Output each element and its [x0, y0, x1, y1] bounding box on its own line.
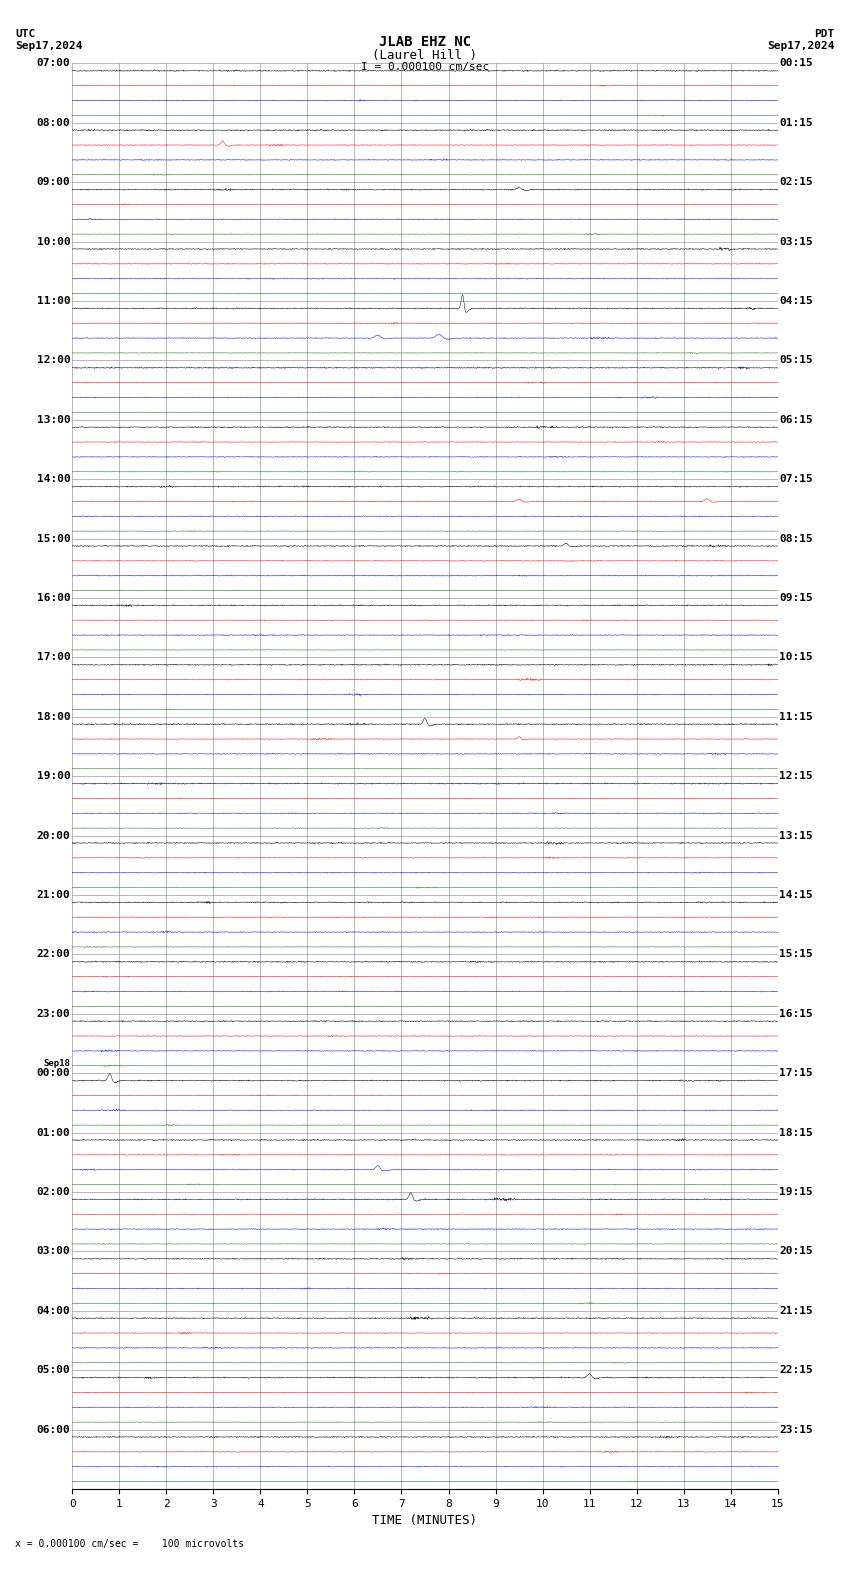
Text: 22:15: 22:15: [779, 1365, 813, 1375]
Text: 07:00: 07:00: [37, 59, 71, 68]
Text: 18:00: 18:00: [37, 711, 71, 722]
Text: 07:15: 07:15: [779, 474, 813, 485]
Text: 19:00: 19:00: [37, 771, 71, 781]
Text: 00:15: 00:15: [779, 59, 813, 68]
Text: 03:15: 03:15: [779, 236, 813, 247]
Text: Sep17,2024: Sep17,2024: [768, 41, 835, 51]
Text: 14:00: 14:00: [37, 474, 71, 485]
Text: JLAB EHZ NC: JLAB EHZ NC: [379, 35, 471, 49]
Text: 11:15: 11:15: [779, 711, 813, 722]
Text: 13:15: 13:15: [779, 830, 813, 841]
Text: PDT: PDT: [814, 29, 835, 38]
Text: 21:15: 21:15: [779, 1305, 813, 1316]
Text: 16:15: 16:15: [779, 1009, 813, 1019]
Text: Sep17,2024: Sep17,2024: [15, 41, 82, 51]
Text: 20:00: 20:00: [37, 830, 71, 841]
Text: 08:00: 08:00: [37, 117, 71, 128]
Text: 10:15: 10:15: [779, 653, 813, 662]
Text: 05:00: 05:00: [37, 1365, 71, 1375]
Text: 12:15: 12:15: [779, 771, 813, 781]
Text: 10:00: 10:00: [37, 236, 71, 247]
Text: 20:15: 20:15: [779, 1247, 813, 1256]
Text: 03:00: 03:00: [37, 1247, 71, 1256]
Text: 19:15: 19:15: [779, 1186, 813, 1198]
Text: 01:15: 01:15: [779, 117, 813, 128]
Text: 05:15: 05:15: [779, 355, 813, 366]
Text: 11:00: 11:00: [37, 296, 71, 306]
Text: Sep18: Sep18: [43, 1060, 71, 1068]
Text: 16:00: 16:00: [37, 592, 71, 604]
Text: (Laurel Hill ): (Laurel Hill ): [372, 49, 478, 62]
Text: 04:00: 04:00: [37, 1305, 71, 1316]
Text: 04:15: 04:15: [779, 296, 813, 306]
Text: 17:00: 17:00: [37, 653, 71, 662]
Text: 21:00: 21:00: [37, 890, 71, 900]
Text: 01:00: 01:00: [37, 1128, 71, 1137]
Text: 06:00: 06:00: [37, 1424, 71, 1435]
Text: 17:15: 17:15: [779, 1068, 813, 1079]
Text: 15:00: 15:00: [37, 534, 71, 543]
Text: 23:00: 23:00: [37, 1009, 71, 1019]
Text: 09:00: 09:00: [37, 177, 71, 187]
Text: 06:15: 06:15: [779, 415, 813, 425]
Text: I = 0.000100 cm/sec: I = 0.000100 cm/sec: [361, 62, 489, 71]
Text: 15:15: 15:15: [779, 949, 813, 960]
Text: 14:15: 14:15: [779, 890, 813, 900]
Text: 08:15: 08:15: [779, 534, 813, 543]
Text: 23:15: 23:15: [779, 1424, 813, 1435]
Text: 09:15: 09:15: [779, 592, 813, 604]
X-axis label: TIME (MINUTES): TIME (MINUTES): [372, 1514, 478, 1527]
Text: 18:15: 18:15: [779, 1128, 813, 1137]
Text: 02:15: 02:15: [779, 177, 813, 187]
Text: 02:00: 02:00: [37, 1186, 71, 1198]
Text: 22:00: 22:00: [37, 949, 71, 960]
Text: 12:00: 12:00: [37, 355, 71, 366]
Text: 00:00: 00:00: [37, 1068, 71, 1079]
Text: UTC: UTC: [15, 29, 36, 38]
Text: x = 0.000100 cm/sec =    100 microvolts: x = 0.000100 cm/sec = 100 microvolts: [15, 1540, 245, 1549]
Text: 13:00: 13:00: [37, 415, 71, 425]
